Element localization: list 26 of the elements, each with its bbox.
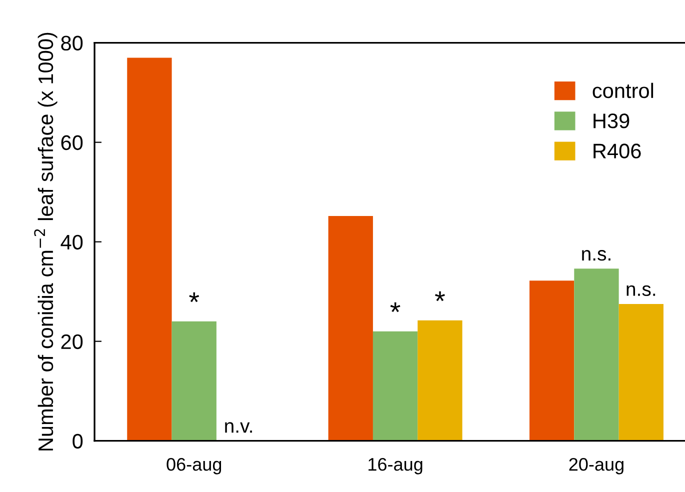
legend-label: control bbox=[592, 82, 654, 98]
y-tick-label: 80 bbox=[61, 36, 83, 51]
bar bbox=[418, 320, 462, 441]
text: n.v. bbox=[225, 422, 252, 433]
x-tick-label: 16-aug bbox=[368, 458, 422, 474]
bar bbox=[328, 216, 373, 441]
y-axis-title: Number of conidia cm$^{−2}$ leaf surface (x 1000) bbox=[34, 32, 58, 450]
y-tick-label: 60 bbox=[61, 135, 83, 150]
bar bbox=[618, 304, 664, 441]
data-label: * bbox=[189, 292, 200, 302]
y-tick-label: 0 bbox=[72, 434, 83, 449]
x-tick-label: 20-aug bbox=[569, 458, 624, 474]
y-tick-label: 40 bbox=[60, 234, 83, 250]
bar bbox=[127, 58, 172, 441]
legend-label: H39 bbox=[594, 114, 630, 128]
data-label: n.s. bbox=[626, 285, 656, 296]
data-label: * bbox=[435, 291, 445, 302]
x-tick-label: 06-aug bbox=[166, 458, 222, 474]
bar bbox=[172, 321, 216, 441]
bar bbox=[574, 268, 619, 441]
y-tick-label: 20 bbox=[61, 334, 83, 350]
data-label: n.s. bbox=[582, 250, 610, 261]
legend-label: R406 bbox=[594, 144, 641, 158]
bar bbox=[372, 331, 418, 441]
data-label: * bbox=[390, 302, 400, 312]
bar bbox=[529, 280, 574, 441]
